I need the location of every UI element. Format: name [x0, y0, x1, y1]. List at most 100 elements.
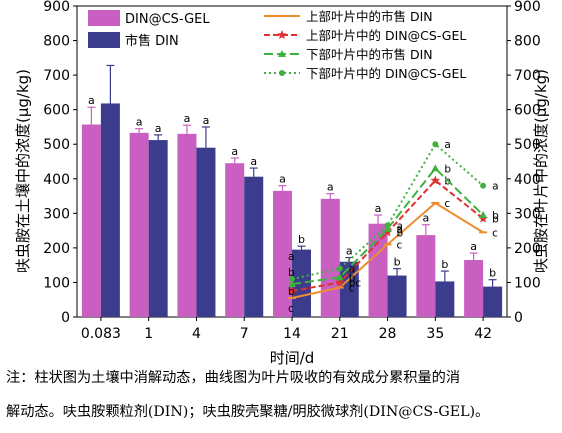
- bar-significance-label: b: [489, 267, 496, 280]
- legend-entry: 下部叶片中的市售 DIN: [306, 47, 433, 62]
- y-tick-label-right: 900: [514, 0, 541, 15]
- legend-entry: DIN@CS-GEL: [125, 12, 210, 27]
- line-point: [384, 222, 391, 229]
- bar: [273, 190, 292, 317]
- bar-significance-label: a: [155, 122, 162, 135]
- bar-significance-label: a: [279, 173, 286, 186]
- y-tick-label-right: 100: [514, 275, 541, 291]
- line-significance-label: b: [397, 227, 404, 239]
- bar-significance-label: b: [441, 258, 448, 271]
- bar-significance-label: a: [250, 155, 257, 168]
- line-significance-label: c: [397, 239, 403, 251]
- y-tick-label-right: 0: [514, 310, 523, 326]
- bar-significance-label: a: [88, 94, 95, 107]
- line-significance-label: a: [492, 181, 498, 193]
- legend-swatch: [88, 32, 120, 48]
- caption-line-2: 解动态。呋虫胺颗粒剂(DIN)；呋虫胺壳聚糖/明胶微球剂(DIN@CS-GEL)…: [6, 404, 490, 420]
- line-significance-label: bc: [349, 277, 362, 289]
- x-tick-label: 1: [144, 326, 153, 342]
- bar-significance-label: a: [470, 240, 477, 253]
- y-tick-label-left: 900: [43, 0, 70, 15]
- line-point: [277, 30, 287, 39]
- line-point: [278, 50, 286, 57]
- line-significance-label: b: [349, 272, 356, 284]
- caption-line-1: 注：柱状图为土壤中消解动态，曲线图为叶片吸收的有效成分累积量的消: [6, 370, 461, 386]
- line-significance-label: c: [492, 227, 498, 239]
- y-tick-label-right: 600: [514, 103, 541, 119]
- y-tick-label-left: 300: [43, 206, 70, 222]
- y-tick-label-right: 500: [514, 137, 541, 153]
- y-tick-label-right: 300: [514, 206, 541, 222]
- y-tick-label-left: 400: [43, 172, 70, 188]
- line-point: [431, 164, 440, 172]
- line-significance-label: b: [492, 214, 499, 226]
- legend-entry: 市售 DIN: [125, 33, 179, 49]
- bar: [483, 286, 503, 317]
- bar: [100, 103, 120, 318]
- line-significance-label: c: [288, 303, 294, 315]
- bar: [368, 223, 388, 317]
- bar-significance-label: b: [298, 233, 305, 246]
- y-tick-label-left: 800: [43, 34, 70, 50]
- x-tick-label: 21: [331, 326, 349, 342]
- line-point: [288, 280, 296, 288]
- y-tick-label-right: 800: [514, 34, 541, 50]
- bar-significance-label: a: [327, 181, 334, 194]
- bar: [435, 281, 455, 317]
- x-tick-label: 42: [474, 326, 492, 342]
- bar: [292, 249, 311, 317]
- line-significance-label: b: [492, 210, 499, 222]
- line-significance-label: a: [397, 220, 403, 232]
- y-tick-label-left: 100: [43, 275, 70, 291]
- x-tick-label: 28: [379, 326, 397, 342]
- bar-significance-label: a: [203, 114, 210, 127]
- line-significance-label: b: [288, 267, 295, 279]
- y-tick-label-left: 200: [43, 241, 70, 257]
- bar-significance-label: b: [394, 256, 401, 269]
- line-significance-label: c: [444, 198, 450, 210]
- bar: [129, 132, 149, 317]
- line-significance-label: a: [349, 264, 355, 276]
- bar: [177, 133, 197, 317]
- y-tick-label-left: 700: [43, 68, 70, 84]
- y-tick-label-left: 0: [61, 310, 70, 326]
- legend: DIN@CS-GEL 市售 DIN 上部叶片中的市售 DIN 上部叶片中的 DIN@C…: [88, 9, 466, 81]
- line-point: [289, 275, 295, 282]
- x-axis-label: 时间/d: [270, 349, 315, 365]
- line-point: [480, 182, 487, 189]
- line-point: [430, 175, 441, 185]
- bar: [320, 198, 340, 317]
- line-significance-label: c: [349, 283, 355, 295]
- bar: [196, 147, 216, 317]
- x-tick-label: 35: [426, 326, 444, 342]
- line-point: [279, 70, 285, 76]
- bar: [416, 235, 436, 317]
- y-axis-label-left: 呋虫胺在土壤中的浓度(μg/kg): [14, 69, 32, 273]
- x-tick-label: 0.083: [81, 326, 121, 342]
- bar-significance-label: a: [231, 145, 238, 158]
- bar: [225, 163, 245, 317]
- bar: [464, 259, 484, 317]
- x-tick-label: 7: [240, 326, 249, 342]
- bar: [387, 275, 407, 317]
- line-point: [479, 211, 488, 219]
- line-series: [291, 166, 484, 286]
- bar-significance-label: a: [136, 116, 143, 129]
- bar-significance-label: a: [422, 212, 429, 225]
- line-point: [287, 286, 297, 296]
- line-significance-label: a: [288, 251, 294, 263]
- bar-significance-label: a: [346, 245, 353, 258]
- line-significance-label: a: [444, 139, 450, 151]
- line-significance-label: b: [288, 286, 295, 298]
- y-tick-label-right: 700: [514, 68, 541, 84]
- bar: [244, 176, 264, 317]
- legend-entry: 下部叶片中的 DIN@CS-GEL: [306, 66, 466, 81]
- line-significance-label: b: [444, 163, 451, 175]
- y-tick-label-right: 200: [514, 241, 541, 257]
- y-tick-label-right: 400: [514, 172, 541, 188]
- x-tick-label: 4: [192, 326, 201, 342]
